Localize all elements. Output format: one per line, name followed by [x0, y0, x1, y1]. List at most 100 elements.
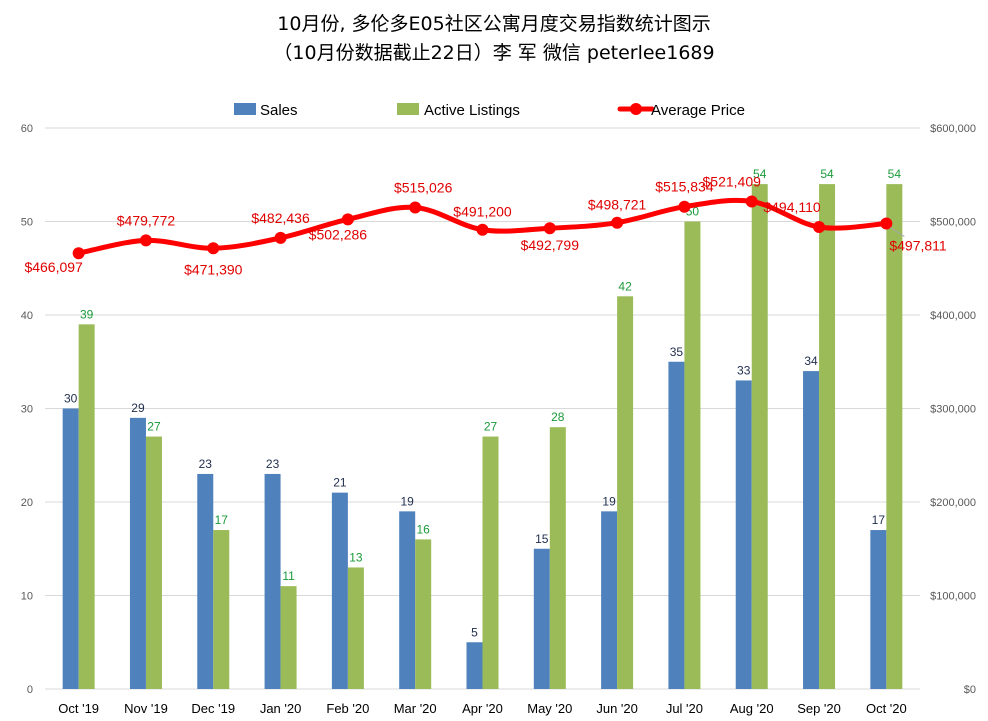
x-tick-label: Apr '20 — [462, 701, 503, 716]
sales-data-label: 15 — [535, 532, 549, 546]
active-listings-data-label: 28 — [551, 410, 565, 424]
sales-data-label: 23 — [199, 457, 213, 471]
x-tick-label: Jan '20 — [260, 701, 302, 716]
active-listings-bar — [684, 221, 701, 689]
sales-bar — [601, 511, 618, 689]
y-left-tick-label: 50 — [21, 217, 33, 229]
y-left-tick-label: 30 — [21, 404, 33, 416]
active-listings-data-label: 27 — [484, 420, 498, 434]
active-listings-data-label: 54 — [820, 167, 834, 181]
x-tick-label: Feb '20 — [326, 701, 369, 716]
x-tick-label: Jul '20 — [666, 701, 703, 716]
active-listings-bar — [549, 427, 566, 689]
y-right-tick-label: $0 — [964, 684, 976, 696]
average-price-point — [72, 247, 85, 260]
average-price-line: $466,097 $479,772 $471,390 $482,436$502,286… — [24, 173, 946, 277]
average-price-point — [409, 201, 422, 214]
y-left-tick-label: 40 — [21, 310, 33, 322]
average-price-data-label: $466,097 — [24, 259, 83, 275]
x-tick-label: Jun '20 — [596, 701, 638, 716]
y-right-tick-label: $100,000 — [930, 591, 976, 603]
sales-data-label: 19 — [401, 494, 415, 508]
average-price-point — [341, 213, 354, 226]
chart-title: 10月份, 多伦多E05社区公寓月度交易指数统计图示 — [277, 13, 710, 35]
x-tick-label: Sep '20 — [797, 701, 841, 716]
sales-bar — [399, 511, 416, 689]
active-listings-data-label: 17 — [215, 513, 229, 527]
x-tick-label: Aug '20 — [730, 701, 774, 716]
y-axis-left: 0 10 20 30 40 50 60 — [21, 123, 33, 696]
sales-bar — [735, 380, 752, 689]
average-price-data-label: $494,110 — [763, 199, 821, 215]
active-listings-bar — [213, 530, 230, 689]
legend: Sales Active Listings Average Price — [234, 102, 745, 119]
y-left-tick-label: 60 — [21, 123, 33, 135]
sales-data-label: 5 — [471, 625, 478, 639]
average-price-point — [274, 231, 287, 244]
average-price-data-label: $491,200 — [453, 204, 512, 220]
legend-swatch-sales — [234, 103, 256, 115]
sales-data-label: 23 — [266, 457, 280, 471]
active-listings-bar — [886, 184, 903, 689]
x-tick-label: Nov '19 — [124, 701, 168, 716]
average-price-data-label: $515,026 — [394, 179, 453, 195]
active-listings-data-label: 54 — [753, 167, 767, 181]
active-listings-bar — [347, 567, 364, 689]
active-listings-bar — [482, 436, 499, 689]
active-listings-data-label: 39 — [80, 307, 94, 321]
active-listings-bar — [145, 436, 162, 689]
active-listings-data-label: 11 — [282, 569, 295, 583]
y-axis-right: $0 $100,000 $200,000 $300,000 $400,000 $500,0… — [930, 123, 976, 696]
x-tick-label: Dec '19 — [191, 701, 235, 716]
sales-bar — [331, 492, 348, 689]
average-price-point — [543, 222, 556, 235]
legend-label-average-price: Average Price — [651, 102, 745, 119]
average-price-data-label: $482,436 — [251, 210, 310, 226]
x-axis: Oct '19 Nov '19 Dec '19 Jan '20 Feb '20 Mar '… — [58, 701, 906, 716]
average-price-data-label: $498,721 — [588, 197, 647, 213]
sales-bar — [129, 417, 146, 689]
sales-data-label: 17 — [872, 513, 886, 527]
x-tick-label: Oct '20 — [866, 701, 907, 716]
active-listings-data-label: 13 — [349, 550, 363, 564]
sales-bar — [533, 548, 550, 689]
average-price-point — [678, 200, 691, 213]
sales-bar — [870, 530, 887, 689]
chart-subtitle: （10月份数据截止22日）李 军 微信 peterlee1689 — [273, 42, 714, 64]
active-listings-data-label: 42 — [618, 279, 632, 293]
legend-swatch-active-listings — [397, 103, 419, 115]
legend-marker-average-price — [630, 103, 642, 115]
active-listings-bar — [751, 184, 768, 689]
sales-bar — [264, 473, 281, 689]
average-price-point — [139, 234, 152, 247]
average-price-point — [207, 242, 220, 255]
average-price-data-label: $521,409 — [703, 173, 762, 189]
y-right-tick-label: $300,000 — [930, 404, 976, 416]
average-price-leader-line — [890, 227, 905, 237]
legend-item-active-listings: Active Listings — [397, 102, 520, 119]
average-price-data-label: $502,286 — [309, 226, 368, 242]
active-listings-bar — [819, 184, 836, 689]
active-listings-data-label: 16 — [417, 522, 431, 536]
y-right-tick-label: $200,000 — [930, 497, 976, 509]
average-price-point — [745, 195, 758, 208]
sales-data-label: 30 — [64, 392, 78, 406]
sales-data-label: 19 — [602, 494, 616, 508]
average-price-data-label: $471,390 — [184, 261, 243, 277]
average-price-data-label: $492,799 — [521, 237, 580, 253]
sales-data-label: 34 — [804, 354, 818, 368]
average-price-point — [611, 216, 624, 229]
y-left-tick-label: 0 — [27, 684, 33, 696]
sales-bar — [803, 371, 820, 689]
legend-item-sales: Sales — [234, 102, 298, 119]
legend-label-sales: Sales — [260, 102, 298, 119]
y-right-tick-label: $600,000 — [930, 123, 976, 135]
average-price-data-label: $515,834 — [655, 179, 714, 195]
y-right-tick-label: $500,000 — [930, 217, 976, 229]
y-left-tick-label: 20 — [21, 497, 33, 509]
x-tick-label: May '20 — [527, 701, 572, 716]
legend-label-active-listings: Active Listings — [424, 102, 520, 119]
sales-data-label: 35 — [670, 345, 684, 359]
y-right-tick-label: $400,000 — [930, 310, 976, 322]
